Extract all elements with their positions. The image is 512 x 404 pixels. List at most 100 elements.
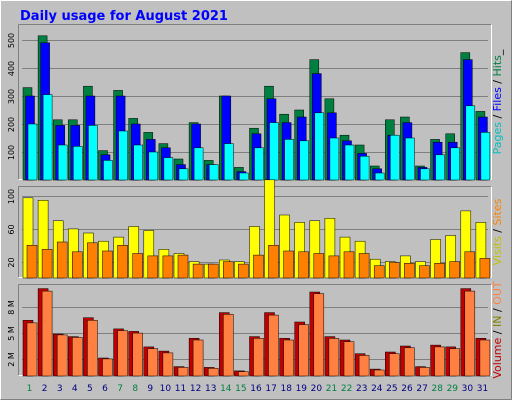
bar-pages (118, 130, 128, 181)
bar-pages (73, 146, 83, 181)
bar-sites (328, 255, 340, 279)
bar-kbytes-out (177, 367, 189, 377)
bar-pages (450, 147, 460, 181)
legend-entry: Hits (491, 55, 504, 77)
legend-entry: Files (491, 87, 504, 111)
y-tick-label: 100 (7, 145, 16, 160)
bar-sites (147, 255, 159, 279)
bar-pages (374, 172, 385, 181)
bar-pages (299, 140, 309, 181)
side-legend-visits: Visits / Sites (491, 198, 504, 265)
bar-pages (420, 168, 430, 181)
y-tick-label: 2 M (7, 352, 16, 367)
x-tick-label-day-27: 27 (416, 384, 427, 394)
bar-pages (405, 137, 415, 181)
bar-pages (148, 151, 159, 181)
bar-pages (284, 139, 294, 181)
bar-kbytes-out (464, 290, 476, 377)
bar-sites (56, 241, 68, 279)
bar-kbytes-out (313, 293, 325, 377)
y-tick-label: 5 M (7, 326, 16, 341)
bar-sites (253, 254, 264, 279)
bar-kbytes-out (268, 314, 279, 377)
x-tick-label-day-12: 12 (190, 384, 201, 394)
y-tick-label: 300 (7, 89, 16, 104)
x-tick-label-day-13: 13 (205, 384, 216, 394)
bar-pages (314, 112, 325, 181)
bar-sites (404, 263, 415, 279)
legend-entry: Volume (491, 337, 504, 378)
legend-entry: / (491, 111, 504, 122)
bar-pages (88, 125, 98, 181)
y-tick-label: 100 (7, 189, 16, 204)
x-tick-label-day-17: 17 (265, 384, 276, 394)
bar-pages (27, 123, 38, 181)
bar-kbytes-out (389, 353, 400, 377)
bar-sites (479, 258, 491, 279)
bar-sites (207, 263, 219, 279)
bar-pages (239, 172, 249, 181)
day-labels: 1 2 3 4 5 6 7 8 9 10 11 12 13 14 15 16 17 18 19 20 21 22 23 24 2… (27, 384, 489, 394)
bar-kbytes-out (72, 337, 83, 377)
bar-pages (344, 144, 355, 181)
bar-sites (298, 251, 309, 279)
x-tick-label-day-18: 18 (280, 384, 292, 394)
legend-entry: _ (491, 49, 504, 56)
bar-kbytes-out (147, 348, 159, 377)
x-tick-label-day-30: 30 (462, 384, 474, 394)
x-tick-label-day-8: 8 (132, 384, 138, 394)
x-tick-label-day-23: 23 (356, 384, 367, 394)
bar-sites (117, 245, 128, 279)
y-tick-label: 400 (7, 61, 16, 76)
x-tick-label-day-26: 26 (401, 384, 413, 394)
bar-kbytes-out (328, 338, 340, 377)
bar-pages (359, 155, 370, 181)
bar-sites (87, 242, 98, 279)
bar-kbytes-out (238, 371, 249, 377)
bar-sites (313, 253, 325, 279)
bar-sites (102, 250, 113, 279)
legend-entry: / (491, 225, 504, 236)
bar-pages (435, 154, 445, 181)
bar-kbytes-out (132, 332, 143, 377)
x-tick-label-day-2: 2 (42, 384, 48, 394)
bar-pages (480, 132, 491, 181)
bar-kbytes-out (479, 339, 491, 377)
bar-kbytes-out (253, 338, 264, 377)
bar-sites (177, 254, 189, 279)
bar-kbytes-out (117, 330, 128, 377)
panel-hits: 100 200 300 400 500 Pages / Files / Hits_ (7, 24, 504, 181)
bar-sites (41, 249, 53, 279)
bar-sites (72, 251, 83, 279)
bar-pages (254, 147, 264, 181)
bar-sites (343, 251, 355, 279)
bar-kbytes-out (283, 339, 294, 377)
bar-sites (192, 263, 204, 279)
panel-volume: 2 M 5 M 8 M Volume / IN / OUT (7, 281, 504, 379)
bar-kbytes-out (102, 358, 113, 377)
legend-entry: / (491, 76, 504, 87)
bar-sites (419, 265, 430, 279)
x-tick-label-day-4: 4 (72, 384, 78, 394)
bar-sites (238, 263, 249, 279)
legend-entry: / (491, 327, 504, 338)
x-tick-label-day-22: 22 (341, 384, 352, 394)
bar-sites (358, 253, 370, 279)
bar-pages (178, 168, 189, 181)
bar-sites (464, 251, 476, 279)
bar-pages (465, 105, 476, 181)
bar-kbytes-out (87, 320, 98, 377)
y-tick-label: 200 (7, 117, 16, 132)
bar-pages (163, 157, 174, 181)
bar-kbytes-out (419, 367, 430, 377)
x-tick-label-day-20: 20 (311, 384, 323, 394)
bar-sites (373, 265, 385, 279)
x-tick-label-day-7: 7 (117, 384, 123, 394)
bar-sites (132, 253, 143, 279)
bar-kbytes-out (223, 314, 234, 377)
legend-entry: Pages (491, 122, 504, 155)
bar-sites (434, 263, 445, 279)
bar-pages (42, 94, 53, 181)
